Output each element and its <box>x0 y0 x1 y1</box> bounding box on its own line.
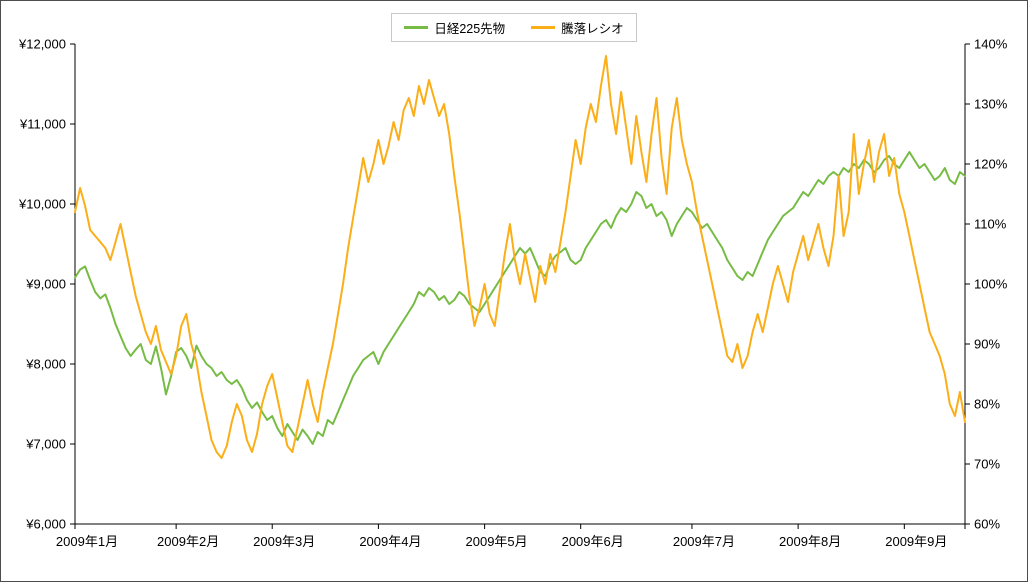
right-axis-tick-label: 90% <box>974 337 1000 352</box>
legend-label-ratio: 騰落レシオ <box>561 22 624 36</box>
right-axis-tick-label: 130% <box>974 97 1008 112</box>
x-axis-tick-label: 2009年3月 <box>253 534 315 549</box>
x-axis-tick-label: 2009年4月 <box>359 534 421 549</box>
right-axis-tick-label: 140% <box>974 37 1008 52</box>
legend-item-nikkei: 日経225先物 <box>404 18 505 37</box>
x-axis-tick-label: 2009年6月 <box>562 534 624 549</box>
right-axis-tick-label: 110% <box>974 217 1007 232</box>
left-axis-tick-label: ¥6,000 <box>25 517 66 532</box>
left-axis-tick-label: ¥9,000 <box>25 277 66 292</box>
left-axis-tick-label: ¥12,000 <box>18 37 66 52</box>
right-axis-tick-label: 70% <box>974 457 1000 472</box>
left-axis-tick-label: ¥8,000 <box>25 357 66 372</box>
x-axis-tick-label: 2009年1月 <box>56 534 118 549</box>
x-axis-tick-label: 2009年9月 <box>885 534 947 549</box>
x-axis-tick-label: 2009年7月 <box>673 534 735 549</box>
legend-line-swatch-ratio <box>531 26 556 29</box>
x-axis-tick-label: 2009年5月 <box>466 534 528 549</box>
left-axis-tick-label: ¥11,000 <box>19 117 66 132</box>
chart-legend: 日経225先物 騰落レシオ <box>1 13 1027 42</box>
right-axis-tick-label: 60% <box>974 517 1000 532</box>
legend-box: 日経225先物 騰落レシオ <box>391 13 637 42</box>
right-axis-tick-label: 120% <box>974 157 1008 172</box>
right-axis-tick-label: 100% <box>974 277 1008 292</box>
legend-item-ratio: 騰落レシオ <box>531 18 624 37</box>
left-axis-tick-label: ¥10,000 <box>18 197 66 212</box>
left-axis-tick-label: ¥7,000 <box>25 437 66 452</box>
x-axis-tick-label: 2009年2月 <box>157 534 219 549</box>
series-line-nikkei <box>74 151 966 445</box>
legend-label-nikkei: 日経225先物 <box>434 22 506 36</box>
legend-line-swatch-nikkei <box>404 26 429 29</box>
right-axis-tick-label: 80% <box>974 397 1000 412</box>
x-axis-tick-label: 2009年8月 <box>779 534 841 549</box>
series-line-ratio <box>74 55 966 459</box>
